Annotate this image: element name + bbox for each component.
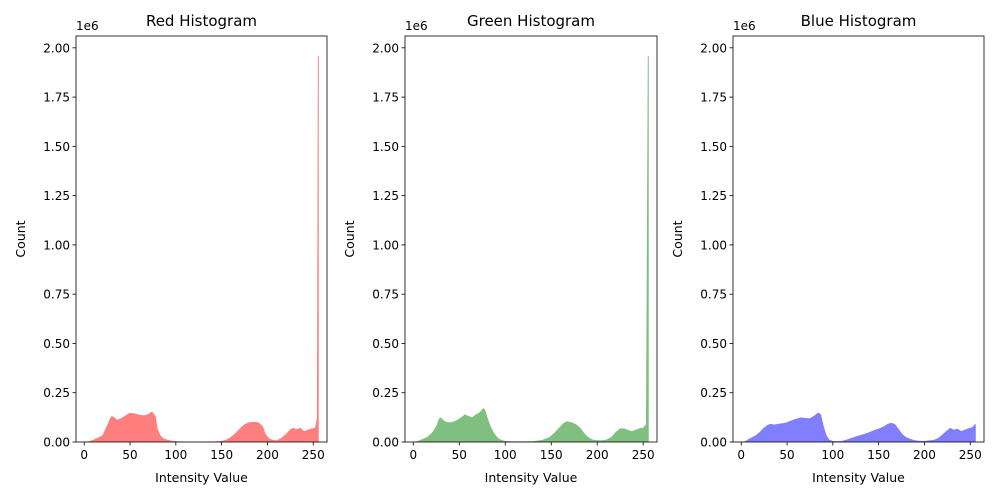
x-tick-label: 50 bbox=[452, 448, 467, 462]
y-tick-label: 0.75 bbox=[700, 288, 727, 302]
x-tick-label: 250 bbox=[959, 448, 982, 462]
y-tick-label: 1.00 bbox=[43, 238, 70, 252]
histogram-panel-2: 0 50 100 150 200 250 0.00 0.25 0.50 0.75 1.00 1.25 1… bbox=[342, 12, 658, 485]
y-tick-label: 1.50 bbox=[43, 140, 70, 154]
y-tick-label: 1.75 bbox=[43, 91, 70, 105]
x-tick-label: 0 bbox=[737, 448, 745, 462]
y-offset-label: 1e6 bbox=[76, 19, 99, 33]
x-axis-label: Intensity Value bbox=[485, 470, 578, 485]
y-tick-label: 1.25 bbox=[43, 189, 70, 203]
y-tick-label: 1.50 bbox=[700, 140, 727, 154]
y-tick-label: 0.75 bbox=[43, 288, 70, 302]
x-tick-label: 0 bbox=[409, 448, 417, 462]
y-tick-label: 0.00 bbox=[700, 436, 727, 450]
x-tick-label: 100 bbox=[821, 448, 844, 462]
y-axis-label: Count bbox=[342, 220, 357, 257]
histogram-area bbox=[741, 412, 976, 442]
axes-frame bbox=[75, 35, 328, 443]
y-tick-label: 1.75 bbox=[372, 91, 399, 105]
x-axis-label: Intensity Value bbox=[155, 470, 248, 485]
histogram-panel-3: 0 50 100 150 200 250 0.00 0.25 0.50 0.75 1.00 1.25 1… bbox=[670, 12, 985, 485]
y-tick-label: 0.50 bbox=[700, 337, 727, 351]
y-offset-label: 1e6 bbox=[733, 19, 756, 33]
y-tick-label: 1.50 bbox=[372, 140, 399, 154]
x-tick-label: 100 bbox=[164, 448, 187, 462]
y-axis-label: Count bbox=[670, 220, 685, 257]
y-tick-label: 0.75 bbox=[372, 288, 399, 302]
y-tick-label: 2.00 bbox=[700, 41, 727, 55]
chart-title: Green Histogram bbox=[467, 12, 595, 30]
x-tick-label: 100 bbox=[494, 448, 517, 462]
y-tick-label: 0.25 bbox=[43, 386, 70, 400]
y-tick-label: 0.50 bbox=[372, 337, 399, 351]
chart-title: Blue Histogram bbox=[801, 12, 917, 30]
y-tick-label: 1.25 bbox=[372, 189, 399, 203]
x-tick-label: 200 bbox=[913, 448, 936, 462]
x-tick-label: 200 bbox=[256, 448, 279, 462]
y-axis-label: Count bbox=[13, 220, 28, 257]
y-tick-label: 1.25 bbox=[700, 189, 727, 203]
y-tick-label: 0.00 bbox=[43, 436, 70, 450]
histogram-area bbox=[413, 55, 649, 443]
y-tick-label: 2.00 bbox=[372, 41, 399, 55]
x-tick-label: 200 bbox=[586, 448, 609, 462]
y-tick-label: 0.00 bbox=[372, 436, 399, 450]
x-tick-label: 150 bbox=[210, 448, 233, 462]
histogram-panel-1: 0 50 100 150 200 250 0.00 0.25 0.50 0.75 1.00 1.25 1… bbox=[13, 12, 328, 485]
y-tick-label: 0.25 bbox=[700, 386, 727, 400]
y-tick-label: 0.25 bbox=[372, 386, 399, 400]
histogram-area bbox=[84, 55, 319, 443]
x-tick-label: 250 bbox=[302, 448, 325, 462]
y-offset-label: 1e6 bbox=[405, 19, 428, 33]
x-tick-label: 50 bbox=[122, 448, 137, 462]
axes-frame bbox=[404, 35, 658, 443]
x-axis-label: Intensity Value bbox=[812, 470, 905, 485]
y-tick-label: 1.75 bbox=[700, 91, 727, 105]
y-tick-label: 2.00 bbox=[43, 41, 70, 55]
x-tick-label: 150 bbox=[867, 448, 890, 462]
y-tick-label: 1.00 bbox=[372, 238, 399, 252]
x-tick-label: 0 bbox=[80, 448, 88, 462]
y-tick-label: 1.00 bbox=[700, 238, 727, 252]
x-tick-label: 50 bbox=[779, 448, 794, 462]
axes-frame bbox=[732, 35, 985, 443]
chart-title: Red Histogram bbox=[146, 12, 257, 30]
x-tick-label: 250 bbox=[632, 448, 655, 462]
x-tick-label: 150 bbox=[540, 448, 563, 462]
y-tick-label: 0.50 bbox=[43, 337, 70, 351]
